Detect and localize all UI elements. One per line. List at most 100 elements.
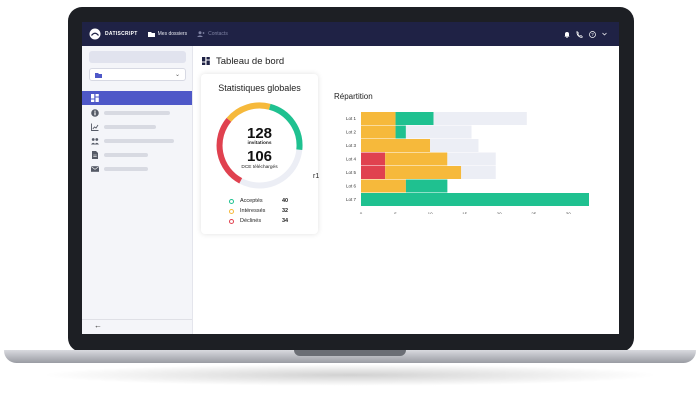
nav-label: Contacts: [208, 31, 228, 37]
gauge-segment-accepted: [268, 103, 303, 151]
bar-segment: [361, 125, 396, 139]
bar-segment: [405, 125, 472, 139]
sidebar-item-contacts[interactable]: [82, 134, 192, 148]
bar-segment: [430, 139, 479, 152]
sidebar-item-documents[interactable]: [82, 148, 192, 162]
dashboard-icon: [91, 94, 99, 102]
nav-label: Mes dossiers: [157, 31, 188, 37]
bar-segment: [361, 166, 386, 179]
bar-segment: [433, 112, 527, 125]
folder-icon: [147, 32, 155, 37]
chevron-down-icon[interactable]: [602, 32, 607, 36]
bar-segment: [361, 193, 589, 206]
sidebar-search-field[interactable]: [89, 51, 186, 63]
bar-segment: [447, 152, 496, 166]
category-label: Lot 7: [346, 197, 357, 202]
legend-declined: Déclinés 34: [229, 218, 288, 224]
legend-value: 32: [282, 208, 289, 214]
info-icon: [91, 109, 99, 117]
nav-contacts[interactable]: Contacts: [197, 31, 228, 37]
document-icon: [92, 151, 98, 159]
repartition-chart: Lot 1 Lot 2 Lot 3 Lot 4 Lot 5 Lot 6 Lot 7 0 5 10 1…: [346, 112, 589, 215]
legend-value: 40: [282, 198, 289, 204]
sidebar-item-label-placeholder: [104, 111, 170, 115]
top-right-actions: ?: [564, 30, 607, 38]
legend-dot: [229, 218, 234, 224]
stats-gauge: [216, 102, 303, 189]
legend-label: Déclinés: [240, 218, 262, 224]
bell-icon[interactable]: [564, 31, 570, 38]
sidebar-item-label-placeholder: [104, 153, 148, 157]
x-tick-label: 20: [497, 212, 503, 215]
collapse-arrow-icon[interactable]: ←: [94, 321, 102, 330]
sidebar-collapse-bar: ←: [82, 319, 192, 334]
dce-label: DCE téléchargés: [241, 165, 278, 170]
gauge-segment-declined: [216, 117, 243, 184]
x-tick-label: 15: [462, 212, 468, 215]
legend-label: Intéressés: [240, 208, 266, 214]
sidebar-item-mail[interactable]: [82, 162, 192, 176]
dossier-select[interactable]: ⌄: [89, 68, 186, 81]
legend-interested: Intéressés 32: [229, 208, 288, 214]
category-label: Lot 2: [346, 130, 357, 135]
dashboard-icon: [202, 57, 210, 65]
bar-segment: [405, 179, 448, 193]
main-content: Tableau de bord Statistiques globales 12…: [193, 46, 619, 334]
x-tick-label: 10: [428, 212, 434, 215]
laptop-notch: [294, 350, 406, 356]
chart-icon: [91, 123, 99, 131]
bar-segment: [361, 139, 431, 152]
bar-segment: [385, 166, 462, 179]
legend-dot: [229, 208, 234, 214]
category-label: Lot 3: [346, 143, 357, 148]
legend-label: Acceptés: [240, 198, 263, 204]
bar-segment: [395, 112, 434, 125]
top-navbar: DATISCRIPT Mes dossiers Contacts ?: [82, 22, 619, 46]
app-screen: DATISCRIPT Mes dossiers Contacts ? ⌄: [82, 22, 619, 334]
bar-segment: [361, 179, 406, 193]
brand-name: DATISCRIPT: [105, 31, 138, 37]
sidebar-item-label-placeholder: [104, 125, 156, 129]
sidebar: ⌄ ←: [82, 46, 193, 334]
logo-icon: [89, 28, 101, 40]
page-title: Tableau de bord: [216, 56, 285, 67]
bar-segment: [395, 125, 406, 139]
x-tick-label: 25: [531, 212, 537, 215]
laptop-base: [4, 350, 696, 363]
sidebar-item-label-placeholder: [104, 167, 148, 171]
bar-segment: [461, 166, 496, 179]
bar-segment: [361, 112, 396, 125]
gauge-segment-interested: [226, 102, 271, 122]
svg-text:?: ?: [591, 32, 594, 37]
sidebar-item-label-placeholder: [104, 139, 174, 143]
nav-mes-dossiers[interactable]: Mes dossiers: [147, 31, 188, 37]
repartition-title: Répartition: [334, 92, 373, 101]
mail-icon: [91, 166, 99, 172]
bar-segment: [361, 152, 386, 166]
chevron-down-icon: ⌄: [174, 72, 180, 78]
laptop-shadow: [40, 364, 660, 386]
x-tick-label: 5: [394, 212, 397, 215]
sidebar-item-dashboard[interactable]: [82, 91, 192, 105]
sidebar-item-stats[interactable]: [82, 120, 192, 134]
help-icon[interactable]: ?: [589, 30, 596, 38]
bar-segment: [385, 152, 448, 166]
contacts-icon: [91, 138, 99, 145]
x-tick-label: 30: [566, 212, 572, 215]
stats-title: Statistiques globales: [218, 83, 301, 93]
phone-icon[interactable]: [576, 30, 583, 38]
legend-value: 34: [282, 218, 289, 224]
invitations-label: invitations: [247, 141, 272, 146]
folder-icon: [95, 73, 102, 78]
global-stats-card: Statistiques globales 128 invitations 10…: [201, 74, 318, 234]
category-label: Lot 6: [346, 184, 357, 189]
category-label: Lot 5: [346, 170, 357, 175]
category-label: Lot 1: [346, 116, 357, 121]
invitations-count: 128: [246, 125, 273, 142]
category-label: Lot 4: [346, 157, 357, 162]
legend-dot: [229, 198, 234, 204]
overlapping-text: r1: [313, 173, 320, 180]
dce-count: 106: [246, 148, 273, 165]
x-tick-label: 0: [360, 212, 363, 215]
sidebar-item-info[interactable]: [82, 106, 192, 120]
